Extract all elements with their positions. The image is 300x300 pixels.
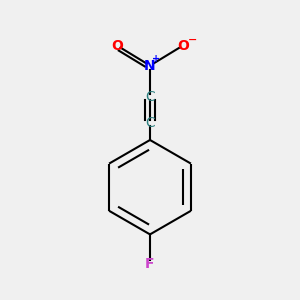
Text: C: C — [145, 116, 155, 130]
Text: −: − — [188, 35, 197, 45]
Text: +: + — [152, 54, 160, 64]
Text: F: F — [145, 257, 155, 272]
Text: C: C — [145, 90, 155, 104]
Text: O: O — [177, 39, 189, 52]
Text: N: N — [144, 58, 156, 73]
Text: O: O — [111, 39, 123, 52]
